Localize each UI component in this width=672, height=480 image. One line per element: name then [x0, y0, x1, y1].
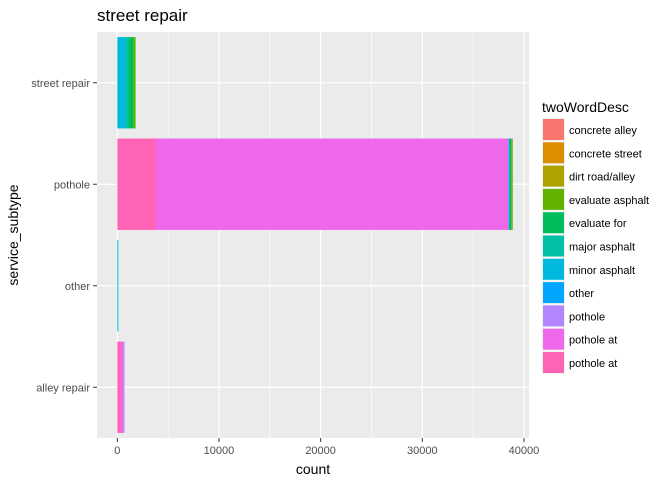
legend-label: dirt road/alley	[569, 172, 636, 184]
bars	[117, 37, 513, 433]
legend-swatch	[543, 188, 564, 210]
legend-swatch	[543, 212, 564, 234]
legend-label: evaluate asphalt	[569, 195, 649, 207]
legend-swatch	[543, 165, 564, 187]
legend-label: major asphalt	[569, 242, 635, 254]
bar-segment	[508, 138, 510, 230]
legend-label: pothole at	[569, 335, 617, 347]
y-axis: street repair pothole other alley repair	[31, 78, 97, 394]
legend-items: concrete alley concrete street dirt road/a…	[542, 118, 649, 374]
legend-label: pothole	[569, 311, 605, 323]
y-tick-label: other	[65, 281, 90, 293]
legend-title: twoWordDesc	[542, 99, 629, 115]
bar-segment	[117, 37, 126, 129]
x-axis: 0 10000 20000 30000 40000	[114, 438, 539, 457]
x-tick-label: 40000	[509, 445, 540, 457]
legend-label: concrete alley	[569, 125, 637, 137]
bar-segment	[125, 37, 129, 129]
x-tick-label: 10000	[204, 445, 235, 457]
legend-label: minor asphalt	[569, 265, 635, 277]
bar-segment	[508, 138, 510, 230]
bar-segment	[117, 240, 119, 332]
bar-segment	[128, 37, 134, 129]
legend-swatch	[543, 258, 564, 280]
chart-title: street repair	[97, 6, 188, 25]
bar-segment	[133, 37, 136, 129]
plot-panel	[97, 32, 529, 438]
y-tick-label: street repair	[31, 78, 90, 90]
bar-segment	[511, 138, 513, 230]
legend-label: concrete street	[569, 148, 642, 160]
legend-swatch	[543, 235, 564, 257]
y-tick-label: pothole	[54, 179, 90, 191]
bar-segment	[509, 138, 512, 230]
y-axis-title: service_subtype	[5, 184, 21, 285]
bar-segment	[117, 341, 121, 433]
bar-segment	[123, 341, 125, 433]
legend-label: pothole at	[569, 358, 617, 370]
legend-swatch	[543, 142, 564, 164]
bar-segment	[120, 341, 124, 433]
legend-label: evaluate for	[569, 218, 627, 230]
x-tick-label: 20000	[305, 445, 336, 457]
legend-swatch	[543, 328, 564, 350]
x-tick-label: 30000	[407, 445, 438, 457]
bar-segment	[155, 138, 509, 230]
legend-swatch	[543, 352, 564, 373]
legend-swatch	[543, 119, 564, 140]
legend: twoWordDesc concrete alley concrete stree…	[542, 99, 649, 374]
x-axis-title: count	[296, 461, 330, 477]
x-tick-label: 0	[114, 445, 120, 457]
legend-swatch	[543, 305, 564, 327]
legend-label: other	[569, 288, 594, 300]
y-tick-label: alley repair	[36, 382, 90, 394]
bar-segment	[509, 138, 511, 230]
bar-segment	[117, 138, 156, 230]
legend-swatch	[543, 282, 564, 304]
